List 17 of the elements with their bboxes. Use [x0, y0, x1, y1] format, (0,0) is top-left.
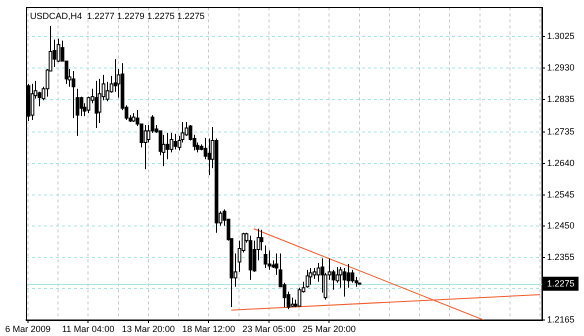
y-tick-label: 1.2835	[547, 94, 575, 104]
x-tick-label: 18 Mar 12:00	[182, 324, 236, 334]
chart-title: USDCAD,H4 1.2277 1.2279 1.2275 1.2275	[30, 10, 205, 21]
y-tick-label: 1.2165	[547, 314, 575, 324]
x-tick-label: 25 Mar 20:00	[302, 324, 356, 334]
y-tick-label: 1.2735	[547, 126, 575, 137]
x-tick-label: 23 Mar 05:00	[242, 324, 296, 334]
y-tick-label: 1.2640	[547, 158, 575, 168]
y-tick-label: 1.2545	[547, 189, 575, 200]
x-tick-label: 13 Mar 20:00	[122, 324, 175, 334]
y-tick-label: 1.3025	[547, 31, 575, 42]
x-tick-label: 6 Mar 2009	[5, 324, 51, 334]
y-tick-label: 1.2450	[547, 220, 575, 231]
y-tick-label: 1.2930	[547, 62, 575, 72]
ref-line-label: 1.2275	[547, 278, 575, 288]
y-tick-label: 1.2355	[547, 252, 575, 262]
x-tick-label: 11 Mar 04:00	[62, 324, 114, 334]
